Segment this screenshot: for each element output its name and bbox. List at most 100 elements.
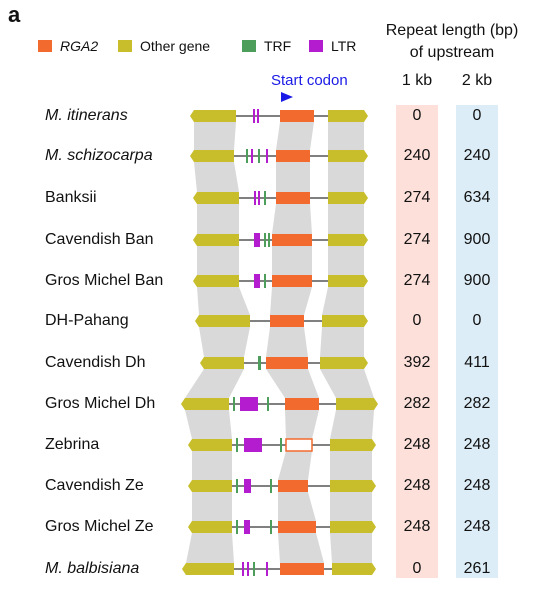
synteny-connector [185, 410, 232, 439]
repeat-length-2kb-value: 0 [472, 312, 482, 329]
trf-mark [246, 149, 248, 163]
ltr-mark [254, 191, 256, 205]
repeat-length-2kb-value: 634 [463, 189, 491, 206]
repeat-length-1kb-value: 248 [403, 436, 431, 453]
sample-name: DH-Pahang [45, 312, 129, 329]
ltr-mark [251, 149, 253, 163]
repeat-length-2kb-value: 0 [472, 107, 482, 124]
repeat-length-2kb-value: 240 [463, 147, 491, 164]
synteny-connector [322, 287, 364, 315]
ltr-mark [253, 109, 255, 123]
trf-mark [236, 520, 238, 534]
rga2-gene-block [276, 150, 310, 162]
other-gene-block [328, 275, 364, 287]
other-gene-block [328, 150, 364, 162]
other-gene-arrow-tip [190, 150, 194, 162]
legend-item-trf: TRF [242, 38, 291, 54]
other-gene-arrow-tip [364, 275, 368, 287]
start-codon-arrow-icon [281, 92, 293, 102]
other-gene-arrow-tip [364, 315, 368, 327]
other-gene-arrow-tip [188, 480, 192, 492]
column-2kb-background [456, 105, 498, 578]
sample-name: Cavendish Ze [45, 477, 144, 494]
synteny-connector [330, 533, 372, 563]
other-gene-block [192, 480, 232, 492]
column-header-2kb: 2 kb [461, 72, 493, 89]
synteny-connector [330, 410, 374, 439]
legend-label: Other gene [140, 38, 211, 54]
other-gene-block [186, 563, 234, 575]
synteny-connector [194, 162, 239, 192]
other-gene-block [332, 563, 372, 575]
trf-mark [280, 438, 282, 452]
repeat-length-1kb-value: 0 [412, 560, 422, 577]
synteny-connector [278, 533, 324, 563]
ltr-mark [242, 562, 244, 576]
trf-mark [253, 562, 255, 576]
other-gene-swatch [118, 40, 132, 52]
repeat-length-2kb-value: 411 [464, 354, 490, 371]
other-gene-block [328, 234, 364, 246]
start-codon-label: Start codon [271, 72, 348, 89]
repeat-length-1kb-value: 0 [412, 107, 422, 124]
sample-name: M. balbisiana [45, 560, 140, 577]
repeat-length-1kb-value: 274 [403, 231, 431, 248]
other-gene-block [328, 110, 364, 122]
other-gene-arrow-tip [190, 110, 194, 122]
rga2-gene-block [270, 315, 304, 327]
sample-name: Cavendish Ban [45, 231, 154, 248]
other-gene-arrow-tip [188, 439, 192, 451]
repeat-length-1kb-value: 274 [403, 189, 431, 206]
legend-label: RGA2 [60, 38, 99, 54]
ltr-swatch [309, 40, 323, 52]
rga2-gene-block [278, 521, 316, 533]
other-gene-block [204, 357, 244, 369]
other-gene-arrow-tip [181, 398, 185, 410]
trf-mark [236, 479, 238, 493]
repeat-length-1kb-value: 392 [403, 354, 431, 371]
other-gene-arrow-tip [372, 563, 376, 575]
rga2-gene-block [272, 234, 312, 246]
trf-mark [268, 233, 270, 247]
column-header-1kb: 1 kb [401, 72, 433, 89]
other-gene-block [197, 192, 239, 204]
other-gene-arrow-tip [372, 439, 376, 451]
synteny-connector [194, 122, 236, 150]
ltr-mark [240, 397, 258, 411]
repeat-length-2kb-value: 248 [463, 518, 491, 535]
other-gene-arrow-tip [364, 110, 368, 122]
other-gene-block [197, 275, 239, 287]
trf-swatch [242, 40, 256, 52]
sample-name: Gros Michel Dh [45, 395, 156, 412]
trf-mark [258, 149, 260, 163]
other-gene-arrow-tip [200, 357, 204, 369]
synteny-connector [328, 162, 364, 192]
synteny-connector [197, 287, 250, 315]
other-gene-block [185, 398, 229, 410]
repeat-length-2kb-value: 261 [463, 560, 491, 577]
synteny-connector [197, 246, 239, 275]
rga2-gene-block [280, 110, 314, 122]
synteny-connector [276, 162, 310, 192]
repeat-length-1kb-value: 274 [403, 272, 431, 289]
synteny-connector [285, 410, 319, 439]
ltr-mark [254, 233, 260, 247]
rga2-gene-block [280, 563, 324, 575]
synteny-connector [185, 369, 244, 398]
synteny-connector [186, 533, 234, 563]
ltr-mark [266, 562, 268, 576]
synteny-connector [278, 492, 316, 521]
rga2-gene-block [278, 480, 308, 492]
other-gene-block [199, 315, 250, 327]
repeat-length-2kb-value: 282 [463, 395, 491, 412]
other-gene-arrow-tip [364, 192, 368, 204]
repeat-length-2kb-value: 900 [463, 231, 491, 248]
other-gene-block [192, 521, 232, 533]
repeat-length-1kb-value: 248 [403, 477, 431, 494]
synteny-connector [192, 492, 232, 521]
legend-item-rga2: RGA2 [38, 38, 98, 54]
synteny-connector [197, 204, 239, 234]
synteny-connector [330, 492, 372, 521]
ltr-mark [244, 520, 250, 534]
